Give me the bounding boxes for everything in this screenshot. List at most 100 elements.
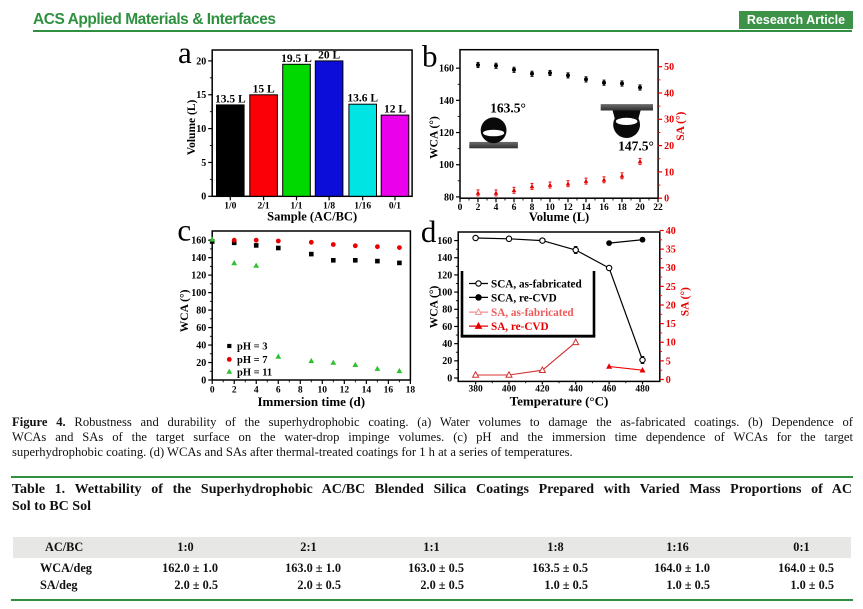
svg-text:4: 4 bbox=[494, 203, 499, 213]
svg-text:10: 10 bbox=[664, 167, 674, 178]
svg-text:b: b bbox=[422, 39, 438, 74]
svg-text:2/1: 2/1 bbox=[258, 201, 270, 211]
svg-text:pH = 11: pH = 11 bbox=[237, 367, 272, 378]
svg-text:0: 0 bbox=[447, 373, 452, 384]
svg-text:18: 18 bbox=[617, 203, 627, 213]
svg-text:420: 420 bbox=[535, 385, 550, 395]
svg-text:100: 100 bbox=[437, 288, 452, 299]
svg-text:60: 60 bbox=[442, 322, 452, 333]
svg-text:10: 10 bbox=[545, 203, 555, 213]
svg-text:160: 160 bbox=[437, 236, 452, 247]
svg-text:SCA, re-CVD: SCA, re-CVD bbox=[491, 292, 557, 304]
svg-text:20: 20 bbox=[442, 356, 452, 367]
svg-text:12 L: 12 L bbox=[384, 104, 406, 116]
svg-text:Sample (AC/BC): Sample (AC/BC) bbox=[267, 210, 357, 224]
svg-text:20: 20 bbox=[196, 56, 206, 67]
svg-text:2: 2 bbox=[232, 386, 237, 396]
svg-text:0/1: 0/1 bbox=[389, 201, 401, 211]
svg-text:1/1: 1/1 bbox=[290, 201, 302, 211]
svg-text:Temperature (°C): Temperature (°C) bbox=[510, 394, 609, 409]
svg-text:Volume (L): Volume (L) bbox=[529, 210, 589, 224]
svg-text:20: 20 bbox=[635, 203, 645, 213]
svg-text:0: 0 bbox=[664, 194, 669, 205]
svg-text:160: 160 bbox=[439, 64, 454, 75]
svg-text:Immersion time (d): Immersion time (d) bbox=[258, 394, 366, 409]
svg-text:WCA (°): WCA (°) bbox=[428, 286, 440, 329]
svg-text:147.5°: 147.5° bbox=[618, 139, 654, 154]
svg-text:460: 460 bbox=[602, 385, 617, 395]
svg-text:15: 15 bbox=[196, 90, 206, 101]
svg-text:SA, re-CVD: SA, re-CVD bbox=[491, 321, 549, 333]
svg-text:5: 5 bbox=[201, 158, 206, 169]
svg-text:4: 4 bbox=[254, 386, 259, 396]
svg-text:400: 400 bbox=[502, 385, 516, 395]
svg-text:140: 140 bbox=[191, 253, 206, 264]
svg-text:100: 100 bbox=[439, 160, 454, 171]
svg-text:18: 18 bbox=[406, 386, 416, 396]
svg-text:15 L: 15 L bbox=[253, 83, 275, 95]
svg-text:30: 30 bbox=[664, 115, 674, 126]
svg-text:0: 0 bbox=[458, 203, 463, 213]
svg-text:SCA, as-fabricated: SCA, as-fabricated bbox=[491, 279, 583, 291]
svg-text:13.6 L: 13.6 L bbox=[347, 93, 378, 105]
svg-text:14: 14 bbox=[581, 203, 591, 213]
svg-text:20: 20 bbox=[666, 300, 676, 311]
svg-text:80: 80 bbox=[442, 305, 452, 316]
svg-text:d: d bbox=[421, 214, 437, 249]
svg-text:20: 20 bbox=[664, 141, 674, 152]
svg-text:20 L: 20 L bbox=[318, 49, 340, 61]
svg-text:40: 40 bbox=[442, 339, 452, 350]
svg-text:16: 16 bbox=[384, 386, 394, 396]
svg-text:12: 12 bbox=[340, 386, 350, 396]
svg-text:140: 140 bbox=[439, 96, 454, 107]
svg-text:SA (°): SA (°) bbox=[675, 111, 687, 140]
svg-text:380: 380 bbox=[468, 385, 483, 395]
svg-text:0: 0 bbox=[201, 192, 206, 203]
svg-text:pH = 3: pH = 3 bbox=[237, 342, 268, 353]
svg-text:1/8: 1/8 bbox=[323, 201, 335, 211]
svg-text:5: 5 bbox=[666, 356, 671, 367]
svg-text:40: 40 bbox=[196, 340, 206, 351]
svg-text:1/16: 1/16 bbox=[354, 201, 371, 211]
svg-text:160: 160 bbox=[191, 236, 206, 247]
svg-text:480: 480 bbox=[635, 385, 650, 395]
svg-text:0: 0 bbox=[201, 375, 206, 386]
svg-text:10: 10 bbox=[666, 338, 676, 349]
svg-text:15: 15 bbox=[666, 319, 676, 330]
svg-text:40: 40 bbox=[664, 88, 674, 99]
svg-text:Volume (L): Volume (L) bbox=[186, 99, 198, 155]
svg-text:6: 6 bbox=[512, 203, 517, 213]
svg-text:2: 2 bbox=[476, 203, 481, 213]
svg-text:120: 120 bbox=[437, 270, 452, 281]
svg-text:120: 120 bbox=[439, 128, 454, 139]
svg-text:pH = 7: pH = 7 bbox=[237, 355, 268, 366]
svg-text:100: 100 bbox=[191, 288, 206, 299]
svg-text:30: 30 bbox=[666, 263, 676, 274]
svg-text:WCA (°): WCA (°) bbox=[429, 116, 441, 159]
svg-text:8: 8 bbox=[530, 203, 535, 213]
svg-text:WCA (°): WCA (°) bbox=[179, 289, 191, 332]
svg-text:80: 80 bbox=[444, 192, 454, 203]
svg-text:0: 0 bbox=[666, 375, 671, 386]
svg-text:14: 14 bbox=[362, 386, 372, 396]
svg-text:12: 12 bbox=[563, 203, 573, 213]
svg-text:SA, as-fabricated: SA, as-fabricated bbox=[491, 307, 574, 319]
svg-text:120: 120 bbox=[191, 271, 206, 282]
svg-text:22: 22 bbox=[653, 203, 663, 213]
svg-text:16: 16 bbox=[599, 203, 609, 213]
svg-text:0: 0 bbox=[210, 386, 215, 396]
svg-text:20: 20 bbox=[196, 358, 206, 369]
svg-text:SA (°): SA (°) bbox=[680, 287, 692, 316]
svg-text:10: 10 bbox=[318, 386, 328, 396]
svg-text:13.5 L: 13.5 L bbox=[215, 93, 246, 105]
svg-text:60: 60 bbox=[196, 323, 206, 334]
svg-text:50: 50 bbox=[664, 62, 674, 73]
svg-text:a: a bbox=[178, 35, 192, 70]
svg-text:140: 140 bbox=[437, 253, 452, 264]
svg-text:35: 35 bbox=[666, 245, 676, 256]
svg-text:80: 80 bbox=[196, 305, 206, 316]
svg-text:6: 6 bbox=[276, 386, 281, 396]
svg-text:25: 25 bbox=[666, 282, 676, 293]
svg-text:1/0: 1/0 bbox=[224, 201, 236, 211]
svg-text:19.5 L: 19.5 L bbox=[281, 53, 312, 65]
